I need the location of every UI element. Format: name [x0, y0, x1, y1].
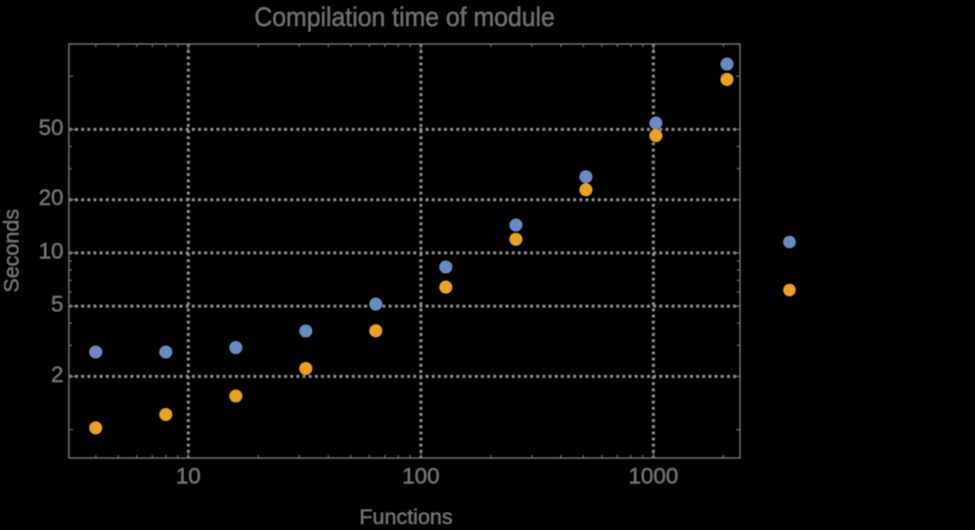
svg-text:50: 50: [39, 115, 64, 140]
svg-text:Functions: Functions: [359, 505, 452, 525]
svg-text:Seconds: Seconds: [0, 209, 24, 293]
svg-text:1000: 1000: [628, 464, 678, 489]
svg-text:10: 10: [176, 464, 201, 489]
svg-text:20: 20: [39, 185, 64, 210]
svg-text:2: 2: [51, 362, 63, 387]
svg-text:5: 5: [51, 292, 63, 317]
svg-text:Compilation time of module: Compilation time of module: [254, 2, 555, 32]
svg-text:10: 10: [39, 238, 64, 263]
svg-text:100: 100: [402, 464, 439, 489]
